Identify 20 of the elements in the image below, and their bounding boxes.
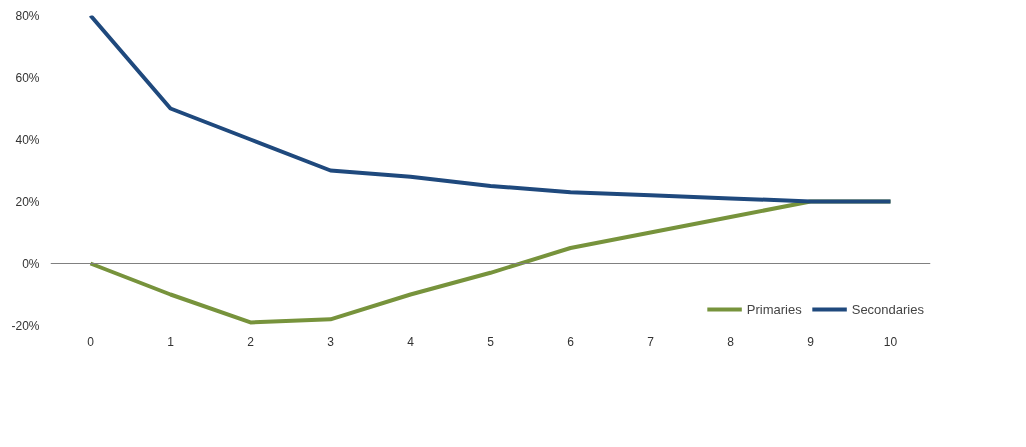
- y-tick-label: 20%: [15, 194, 40, 209]
- x-tick-label: 2: [247, 334, 255, 349]
- x-tick-label: 1: [167, 334, 175, 349]
- x-tick-label: 0: [87, 334, 95, 349]
- y-tick-label: -20%: [11, 318, 40, 333]
- x-tick-label: 4: [407, 334, 415, 349]
- line-series: [88, 15, 893, 204]
- x-tick-label: 9: [807, 334, 815, 349]
- y-tick-label: 80%: [15, 8, 40, 23]
- y-tick-label: 60%: [15, 70, 40, 85]
- y-tick-label: 40%: [15, 132, 40, 147]
- x-tick-label: 5: [487, 334, 495, 349]
- legend-label: Primaries: [746, 301, 802, 317]
- x-tick-label: 7: [647, 334, 655, 349]
- x-tick-label: 6: [567, 334, 575, 349]
- x-tick-label: 10: [883, 334, 898, 349]
- legend-label: Secondaries: [851, 301, 924, 317]
- x-tick-label: 3: [327, 334, 335, 349]
- x-tick-label: 8: [727, 334, 735, 349]
- y-tick-label: 0%: [22, 256, 40, 271]
